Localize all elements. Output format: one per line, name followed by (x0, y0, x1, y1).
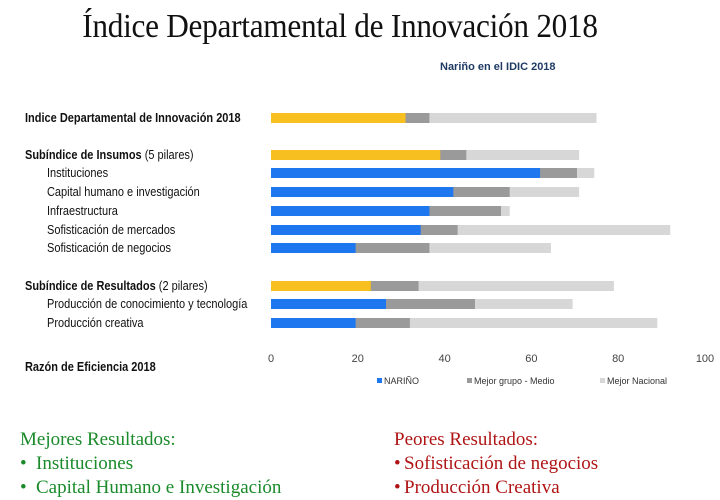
bar-narino (271, 206, 430, 216)
row-label-text: Producción de conocimiento y tecnología (47, 297, 248, 311)
row-label: Capital humano e investigación (47, 185, 200, 199)
row-label-text: Subíndice de Insumos (25, 148, 142, 162)
bar-narino (271, 187, 454, 197)
row-label: Indice Departamental de Innovación 2018 (25, 111, 241, 125)
bar-narino (271, 150, 441, 160)
best-results-heading: Mejores Resultados: (20, 429, 176, 450)
legend-entry: NARIÑO (384, 376, 419, 386)
bars (271, 113, 671, 328)
row-label-text: Sofisticación de mercados (47, 223, 175, 237)
worst-results-heading: Peores Resultados: (394, 429, 539, 450)
row-label: Subíndice de Insumos (5 pilares) (25, 148, 194, 162)
row-label-text: Razón de Eficiencia 2018 (25, 360, 156, 374)
row-label: Instituciones (47, 166, 108, 180)
worst-result-item: • Sofisticación de negocios (394, 453, 599, 474)
best-results-list: Mejores Resultados: • Instituciones • Capi… (20, 428, 281, 500)
bar-narino (271, 225, 421, 235)
best-result-item: • Instituciones (20, 453, 134, 474)
row-label-suffix: (2 pilares) (156, 279, 208, 293)
bar-narino (271, 168, 541, 178)
bar-narino (271, 299, 387, 309)
worst-result-text: Producción Creativa (404, 477, 560, 498)
x-axis-ticks: 0 20 40 60 80 100 (268, 353, 714, 365)
bar-mejor-nacional (271, 225, 671, 235)
legend-swatch (600, 378, 605, 383)
best-result-item: • Capital Humano e Investigación (20, 477, 282, 498)
worst-result-item: • Producción Creativa (394, 477, 560, 498)
x-tick-label: 20 (352, 353, 364, 365)
idic-bar-chart: Indice Departamental de Innovación 2018 S… (25, 111, 714, 386)
bar-narino (271, 318, 356, 328)
chart-subtitle: Nariño en el IDIC 2018 (440, 61, 556, 73)
row-label-suffix: (5 pilares) (142, 148, 194, 162)
row-label-text: Producción creativa (47, 316, 144, 330)
page-title: Índice Departamental de Innovación 2018 (82, 8, 598, 45)
x-tick-label: 40 (438, 353, 450, 365)
bar-narino (271, 243, 356, 253)
bar-mejor-nacional (271, 318, 658, 328)
x-tick-label: 60 (525, 353, 537, 365)
x-tick-label: 0 (268, 353, 274, 365)
worst-result-text: Sofisticación de negocios (404, 453, 599, 474)
row-label-text: Indice Departamental de Innovación 2018 (25, 111, 241, 125)
row-label: Producción creativa (47, 316, 144, 330)
row-label: Razón de Eficiencia 2018 (25, 360, 156, 374)
x-tick-label: 80 (612, 353, 624, 365)
worst-results-list: Peores Resultados: • Sofisticación de neg… (394, 428, 598, 500)
legend-swatch (467, 378, 472, 383)
legend-entry: Mejor grupo - Medio (474, 376, 555, 386)
row-label: Infraestructura (47, 204, 118, 218)
bar-narino (271, 113, 406, 123)
best-result-text: Capital Humano e Investigación (36, 477, 282, 498)
row-label: Producción de conocimiento y tecnología (47, 297, 248, 311)
row-label-text: Sofisticación de negocios (47, 241, 171, 255)
bar-mejor-nacional (271, 281, 614, 291)
row-label: Sofisticación de mercados (47, 223, 175, 237)
row-label-text: Instituciones (47, 166, 108, 180)
legend: NARIÑO Mejor grupo - Medio Mejor Nacional (377, 376, 667, 386)
legend-entry: Mejor Nacional (607, 376, 667, 386)
row-label-text: Infraestructura (47, 204, 118, 218)
row-label: Subíndice de Resultados (2 pilares) (25, 279, 208, 293)
bar-mejor-nacional (271, 113, 597, 123)
row-label: Sofisticación de negocios (47, 241, 171, 255)
x-tick-label: 100 (696, 353, 714, 365)
row-labels: Indice Departamental de Innovación 2018 S… (25, 111, 248, 374)
row-label-text: Subíndice de Resultados (25, 279, 156, 293)
bar-narino (271, 281, 371, 291)
row-label-text: Capital humano e investigación (47, 185, 200, 199)
legend-swatch (377, 378, 382, 383)
best-result-text: Instituciones (36, 453, 134, 474)
